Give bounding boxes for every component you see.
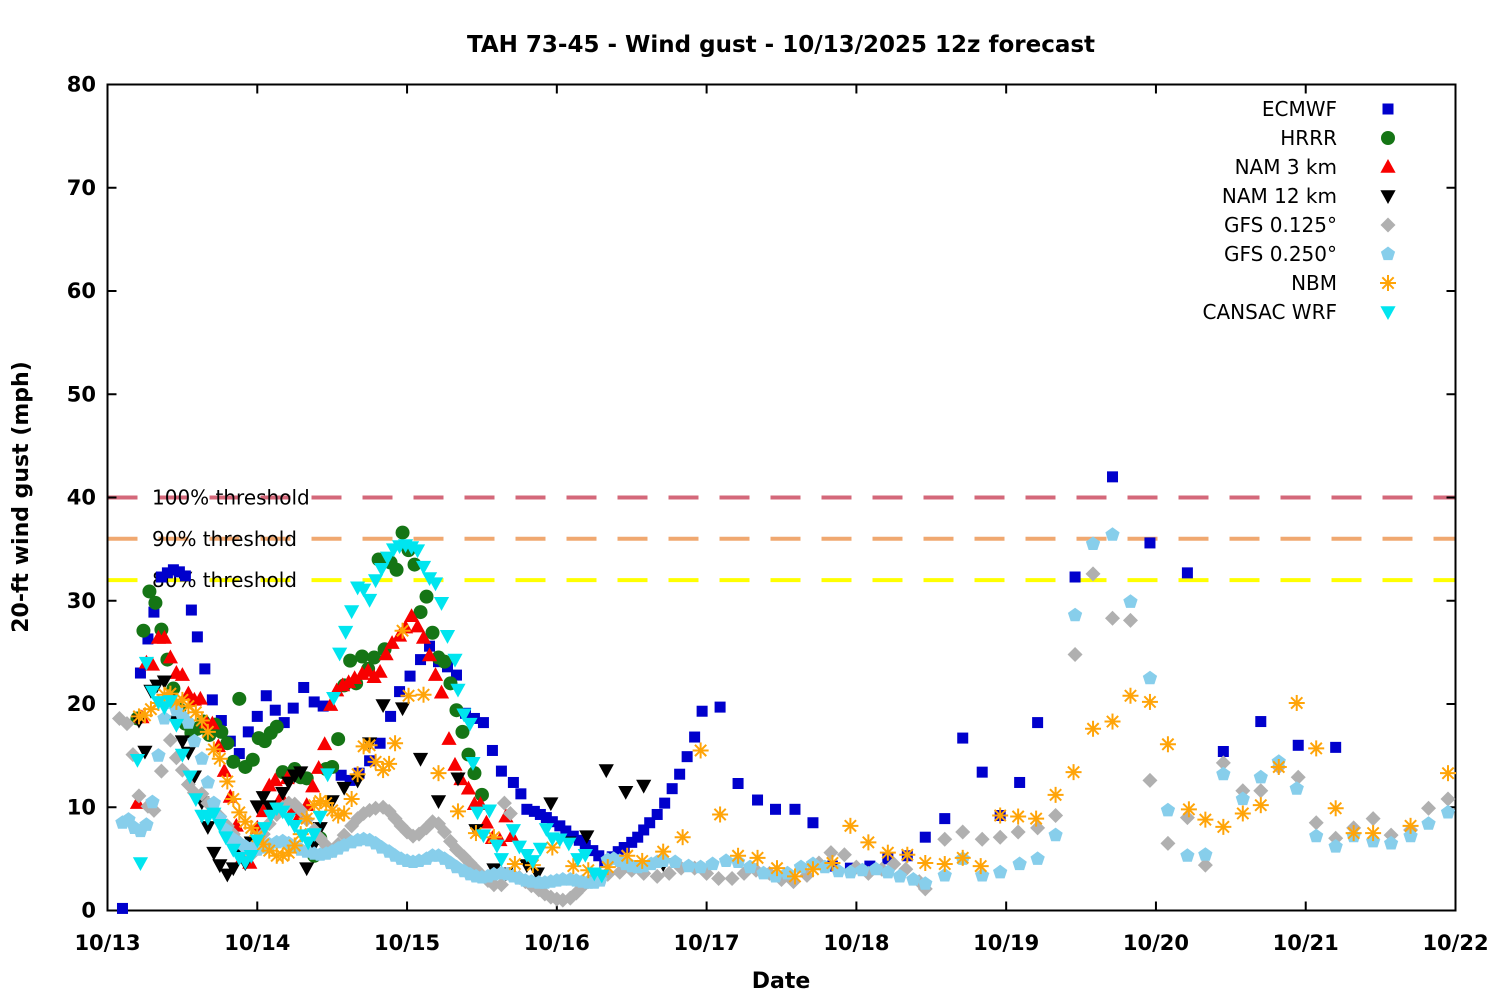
y-tick-label: 0: [81, 899, 96, 923]
series-gfs-0-250-: [115, 527, 1456, 890]
legend-marker-square-icon: [1382, 103, 1394, 115]
legend: ECMWF HRRR NAM 3 km NAM 12 km GFS 0.125° GFS …: [1202, 97, 1396, 324]
y-tick-label: 60: [67, 279, 96, 303]
y-tick-label: 80: [67, 73, 96, 97]
x-tick-label: 10/16: [524, 931, 590, 955]
legend-marker-asterisk-icon: [1380, 275, 1396, 291]
y-tick-label: 30: [67, 589, 96, 613]
y-tick-label: 10: [67, 795, 96, 819]
x-tick-label: 10/14: [224, 931, 290, 955]
legend-label-gfs-0-125-: GFS 0.125°: [1224, 213, 1337, 237]
legend-label-nam-12-km: NAM 12 km: [1222, 184, 1337, 208]
legend-label-hrrr: HRRR: [1280, 126, 1337, 150]
x-tick-label: 10/20: [1123, 931, 1189, 955]
x-axis-label: Date: [752, 969, 811, 994]
legend-label-nam-3-km: NAM 3 km: [1235, 155, 1337, 179]
legend-marker-triangle-up-icon: [1380, 159, 1396, 173]
x-tick-label: 10/13: [74, 931, 140, 955]
legend-marker-pentagon-icon: [1380, 246, 1396, 261]
series-nam-3-km: [129, 608, 520, 869]
x-tick-label: 10/19: [973, 931, 1039, 955]
x-tick-label: 10/22: [1422, 931, 1488, 955]
legend-marker-triangle-down-icon: [1380, 190, 1396, 204]
legend-marker-diamond-icon: [1380, 217, 1396, 233]
legend-label-gfs-0-250-: GFS 0.250°: [1224, 242, 1337, 266]
x-tick-label: 10/21: [1273, 931, 1339, 955]
x-tick-label: 10/18: [823, 931, 889, 955]
chart-title: TAH 73-45 - Wind gust - 10/13/2025 12z f…: [467, 32, 1095, 58]
legend-marker-triangle-down-icon: [1380, 306, 1396, 320]
y-tick-label: 70: [67, 176, 96, 200]
series-cansac-wrf: [129, 539, 610, 884]
threshold-label-36: 90% threshold: [152, 527, 297, 551]
y-axis-label: 20-ft wind gust (mph): [9, 361, 34, 633]
legend-label-nbm: NBM: [1291, 271, 1337, 295]
x-tick-label: 10/17: [674, 931, 740, 955]
x-tick-label: 10/15: [374, 931, 440, 955]
legend-label-cansac-wrf: CANSAC WRF: [1202, 300, 1337, 324]
legend-label-ecmwf: ECMWF: [1262, 97, 1337, 121]
y-tick-label: 50: [67, 382, 96, 406]
legend-marker-circle-icon: [1381, 131, 1395, 145]
threshold-label-40: 100% threshold: [152, 486, 310, 510]
y-tick-label: 20: [67, 692, 96, 716]
y-tick-label: 40: [67, 486, 96, 510]
